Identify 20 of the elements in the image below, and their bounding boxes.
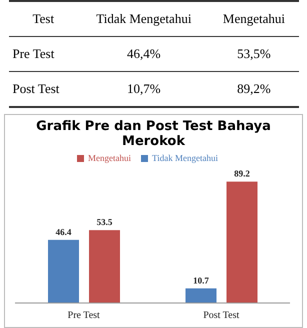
category-label: Post Test — [12, 80, 60, 98]
legend-label: Mengetahui — [88, 153, 132, 163]
data-label: 46.4 — [56, 226, 72, 237]
data-label: 89.2 — [234, 168, 250, 179]
bar — [226, 182, 258, 303]
data-label: 89,2% — [236, 80, 272, 98]
bar — [48, 240, 79, 303]
text: Tidak Mengetahui — [95, 10, 192, 28]
category-label: Pre Test — [12, 45, 56, 63]
bar — [186, 288, 216, 303]
legend-label: Tidak Mengetahui — [152, 153, 218, 163]
data-label: 10,7% — [126, 80, 162, 98]
bar — [89, 230, 120, 303]
text: Mengetahui — [222, 10, 286, 28]
data-label: 46,4% — [126, 45, 162, 63]
chart-title: Grafik Pre dan Post Test Bahaya Merokok — [35, 119, 272, 149]
text: Test — [32, 10, 56, 28]
data-label: 53,5% — [236, 45, 272, 63]
data-label: 53.5 — [96, 217, 113, 228]
data-label: 10.7 — [193, 275, 210, 286]
